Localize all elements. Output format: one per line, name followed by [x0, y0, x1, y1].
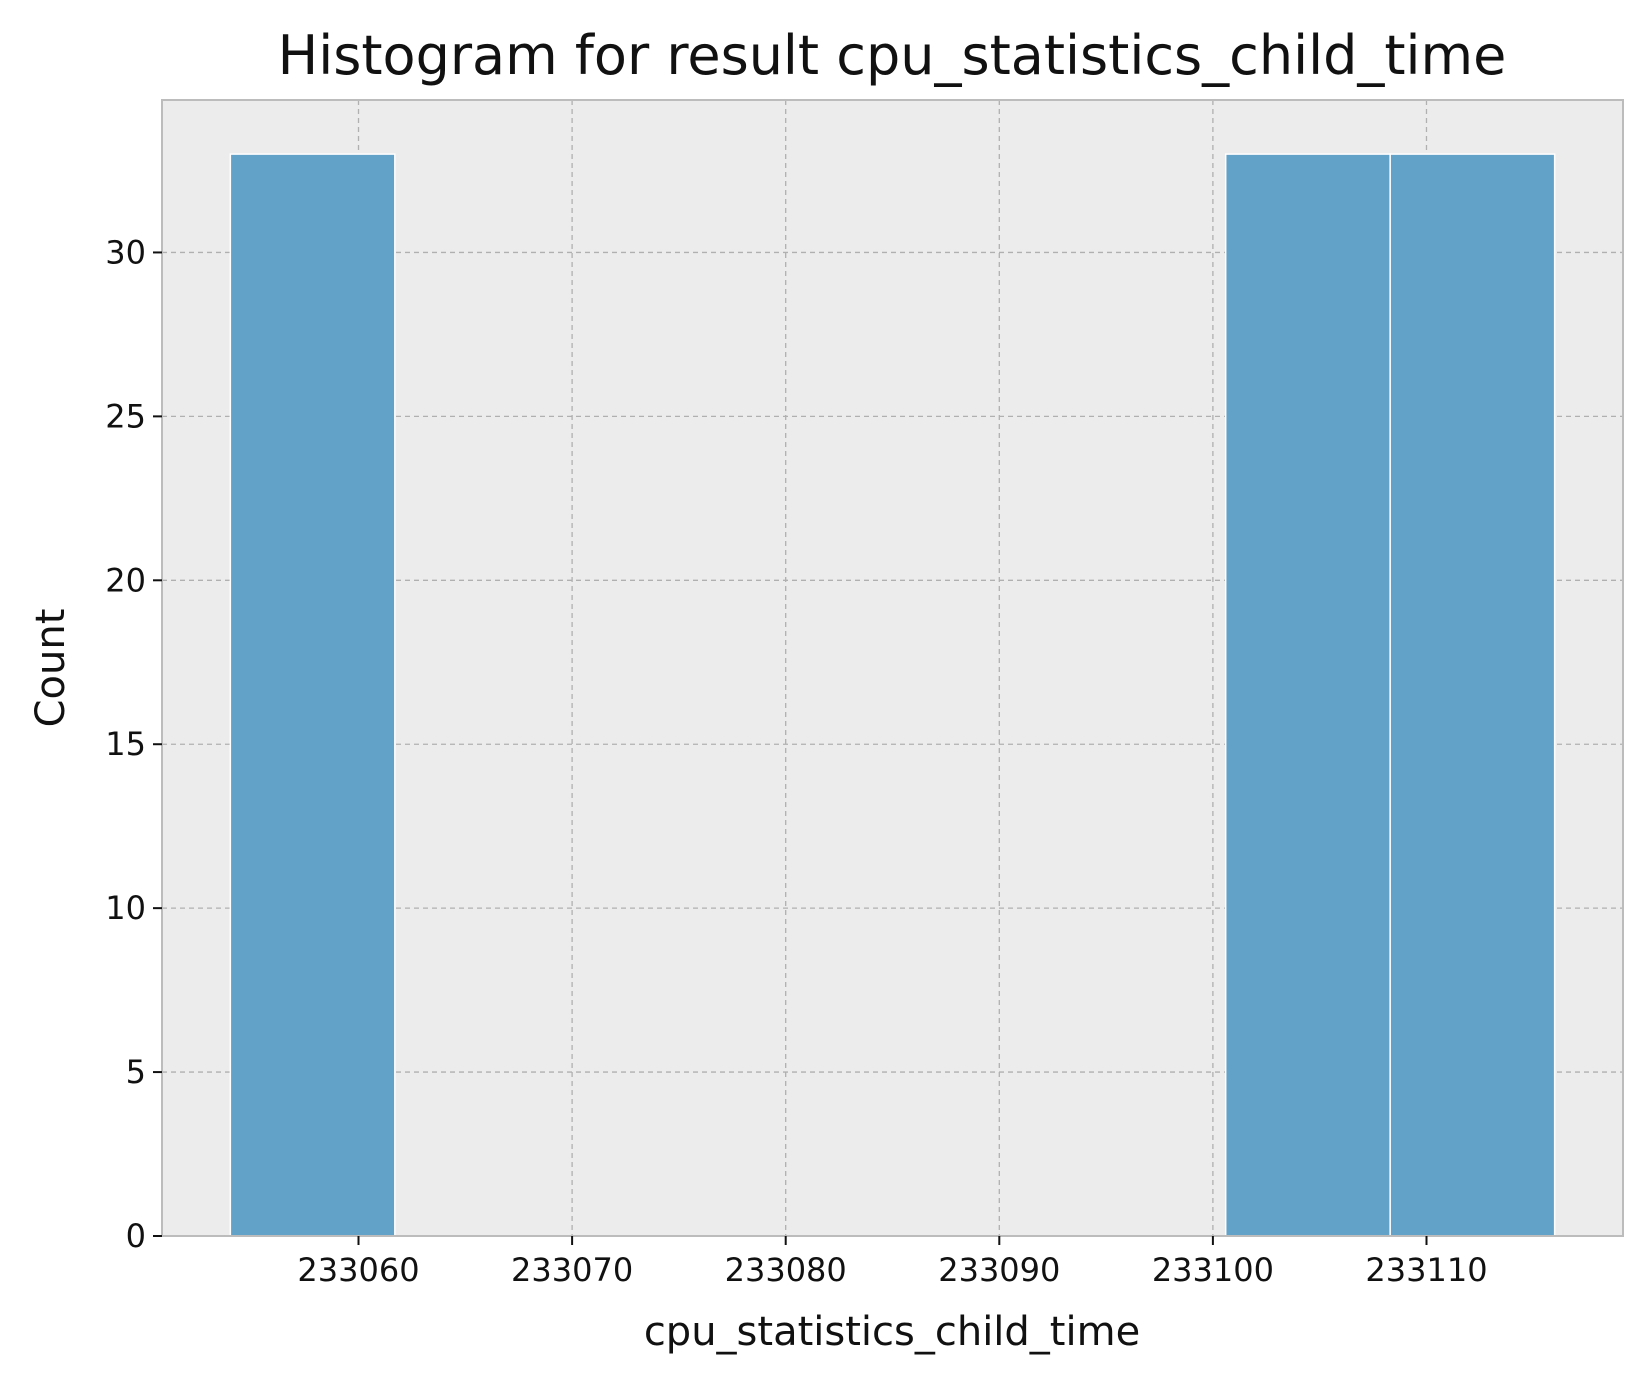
histogram-bar — [229, 153, 396, 1237]
x-tick-label: 233090 — [938, 1251, 1060, 1289]
y-tick-label: 30 — [105, 233, 146, 271]
x-tick-label: 233070 — [511, 1251, 633, 1289]
x-tick-label: 233060 — [297, 1251, 419, 1289]
y-axis-label: Count — [28, 609, 74, 728]
histogram-bar — [1224, 153, 1391, 1237]
x-tick-label: 233110 — [1365, 1251, 1487, 1289]
histogram-bar — [1389, 153, 1556, 1237]
histogram-bars — [229, 153, 1556, 1237]
chart-title: Histogram for result cpu_statistics_chil… — [278, 24, 1507, 87]
axis-ticks: 233060 233070 233080 233090 233100 233110 0 5 10… — [105, 233, 1487, 1289]
y-tick-label: 10 — [105, 889, 146, 927]
y-tick-label: 5 — [126, 1053, 146, 1091]
x-tick-label: 233080 — [725, 1251, 847, 1289]
x-tick-label: 233100 — [1152, 1251, 1274, 1289]
y-tick-label: 25 — [105, 397, 146, 435]
plot-frame — [161, 99, 1624, 1237]
y-tick-label: 20 — [105, 561, 146, 599]
y-tick-label: 15 — [105, 725, 146, 763]
x-axis-label: cpu_statistics_child_time — [644, 1309, 1140, 1355]
y-tick-label: 0 — [126, 1217, 146, 1255]
